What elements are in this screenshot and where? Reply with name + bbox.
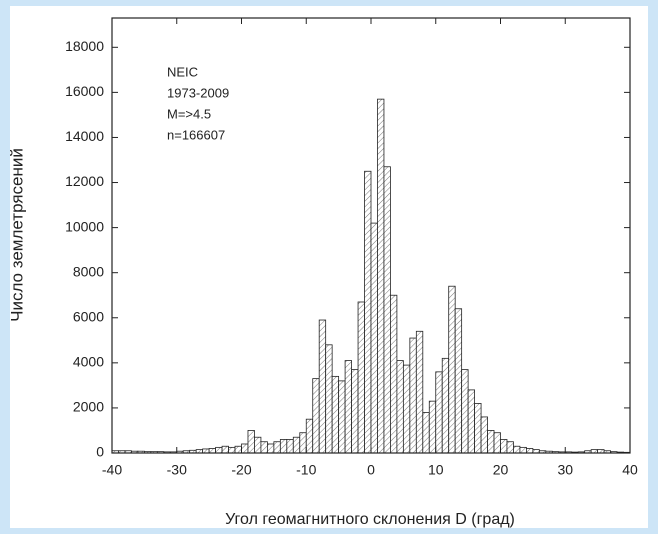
bar: [402, 364, 411, 454]
annotation: 1973-2009: [167, 85, 229, 100]
bar: [318, 319, 327, 454]
x-tick-label: -30: [167, 462, 187, 478]
annotation: n=166607: [167, 127, 225, 142]
bar: [364, 170, 372, 454]
bar: [241, 443, 249, 454]
x-axis-label: Угол геомагнитного склонения D (град): [225, 511, 515, 528]
y-axis-label: Число землетрясений: [7, 148, 26, 322]
bar: [415, 330, 424, 454]
annotation: NEIC: [167, 64, 198, 79]
bar: [325, 344, 333, 454]
bar: [228, 446, 236, 454]
x-tick-label: 30: [557, 462, 573, 478]
bar: [519, 446, 527, 454]
y-tick-label: 16000: [65, 83, 104, 99]
y-tick-label: 2000: [73, 399, 104, 415]
bar: [279, 439, 288, 454]
bar: [500, 439, 508, 454]
bar: [396, 360, 404, 454]
bar: [448, 285, 456, 454]
bar: [441, 357, 450, 454]
bar: [305, 418, 314, 454]
y-tick-label: 18000: [65, 38, 104, 54]
bar: [480, 416, 488, 454]
bar: [351, 369, 359, 454]
bar: [254, 436, 262, 454]
bar: [383, 166, 391, 454]
bar: [467, 389, 475, 454]
y-tick-label: 4000: [73, 354, 104, 370]
annotation: M=>4.5: [167, 106, 211, 121]
bar: [344, 360, 352, 454]
bar: [357, 301, 365, 454]
bar: [487, 430, 495, 454]
bar: [221, 445, 229, 454]
bar: [299, 432, 307, 454]
bar: [435, 371, 443, 454]
y-tick-label: 12000: [65, 173, 104, 189]
bar: [390, 294, 398, 454]
bar: [215, 446, 223, 454]
bar: [513, 445, 521, 454]
bar: [202, 448, 210, 454]
bar: [422, 412, 430, 454]
x-tick-label: 0: [367, 462, 375, 478]
bar: [234, 445, 242, 454]
bar: [247, 430, 255, 454]
bar: [461, 369, 469, 454]
bar: [506, 441, 514, 454]
bar: [428, 400, 437, 454]
bar: [208, 448, 216, 454]
bar: [338, 380, 346, 454]
y-tick-label: 0: [96, 444, 104, 460]
bar: [493, 432, 501, 454]
bar: [266, 443, 275, 454]
bar: [454, 308, 463, 454]
bar: [260, 441, 268, 454]
bar: [377, 98, 385, 454]
bar: [370, 222, 378, 454]
bar: [526, 448, 534, 454]
bar: [331, 375, 340, 454]
y-tick-label: 8000: [73, 263, 104, 279]
x-tick-label: 40: [622, 462, 638, 478]
y-tick-label: 10000: [65, 218, 104, 234]
bar: [409, 337, 417, 454]
bar: [286, 439, 294, 454]
x-tick-label: -20: [231, 462, 251, 478]
bar: [474, 403, 482, 454]
x-tick-label: 10: [428, 462, 444, 478]
x-tick-label: -40: [102, 462, 122, 478]
x-tick-label: 20: [493, 462, 509, 478]
y-tick-label: 14000: [65, 128, 104, 144]
bar: [273, 441, 281, 454]
bar: [292, 436, 301, 454]
bar: [312, 378, 320, 454]
y-tick-label: 6000: [73, 308, 104, 324]
x-tick-label: -10: [296, 462, 316, 478]
